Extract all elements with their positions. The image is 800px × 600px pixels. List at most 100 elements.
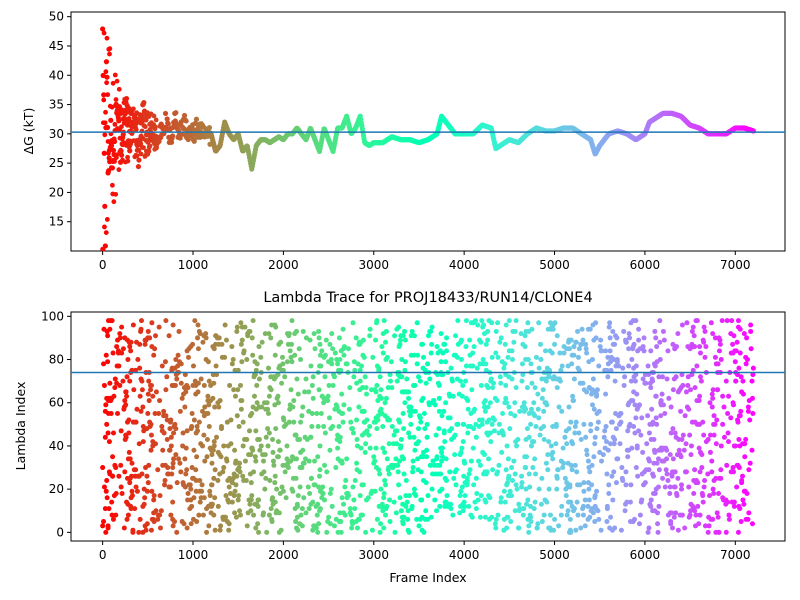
lambda-point: [298, 357, 304, 363]
lambda-point: [423, 380, 429, 386]
lambda-point: [417, 378, 423, 384]
lambda-y-axis-label: Lambda Index: [13, 382, 28, 471]
lambda-point: [223, 337, 229, 343]
lambda-point: [668, 521, 674, 527]
lambda-point: [641, 348, 647, 354]
lambda-point: [268, 335, 274, 341]
lambda-point: [439, 486, 445, 492]
lambda-point: [348, 512, 354, 518]
lambda-point: [508, 411, 514, 417]
lambda-point: [293, 456, 299, 462]
lambda-point: [545, 467, 551, 473]
y-tick-label: 25: [49, 156, 64, 170]
lambda-point: [151, 497, 157, 503]
lambda-point: [384, 354, 390, 360]
lambda-point: [109, 499, 115, 505]
lambda-point: [400, 521, 406, 527]
lambda-point: [249, 411, 255, 417]
lambda-point: [533, 424, 539, 429]
lambda-point: [723, 529, 729, 535]
lambda-point: [434, 508, 440, 514]
lambda-point: [689, 372, 695, 378]
lambda-point: [298, 512, 304, 518]
lambda-point: [444, 478, 450, 484]
lambda-point: [670, 426, 676, 432]
delta-g-point: [206, 125, 213, 131]
delta-g-point: [102, 120, 108, 126]
lambda-point: [580, 512, 586, 518]
delta-g-point: [141, 100, 147, 106]
lambda-point: [447, 469, 453, 475]
lambda-point: [496, 462, 502, 468]
lambda-point: [382, 478, 388, 484]
delta-g-point: [117, 159, 124, 165]
lambda-point: [655, 456, 661, 462]
lambda-point: [128, 348, 134, 354]
lambda-point: [652, 328, 658, 334]
lambda-point: [402, 337, 408, 343]
lambda-point: [482, 514, 488, 520]
lambda-point: [117, 335, 123, 341]
lambda-point: [347, 385, 353, 391]
lambda-point: [582, 497, 588, 503]
lambda-point: [543, 378, 549, 384]
lambda-point: [136, 441, 142, 447]
lambda-point: [199, 482, 205, 488]
lambda-point: [226, 521, 232, 527]
lambda-point: [223, 514, 229, 520]
delta-g-point: [134, 153, 140, 159]
lambda-point: [739, 480, 745, 486]
lambda-point: [514, 486, 520, 492]
lambda-point: [156, 324, 162, 330]
lambda-point: [660, 402, 666, 408]
lambda-point: [252, 372, 258, 378]
lambda-point: [195, 428, 201, 434]
lambda-point: [209, 482, 215, 488]
lambda-point: [350, 426, 356, 432]
lambda-point: [153, 441, 159, 447]
lambda-point: [201, 432, 207, 438]
lambda-point: [347, 506, 353, 512]
lambda-point: [265, 443, 271, 449]
lambda-point: [316, 328, 322, 334]
lambda-point: [575, 328, 581, 334]
lambda-point: [410, 458, 416, 464]
lambda-point: [594, 393, 600, 399]
lambda-point: [729, 318, 735, 324]
lambda-point: [565, 363, 571, 369]
lambda-point: [396, 482, 402, 488]
lambda-point: [503, 467, 509, 473]
lambda-point: [127, 456, 133, 462]
lambda-point: [310, 527, 316, 533]
x-tick-label: 6000: [630, 258, 661, 272]
lambda-point: [378, 521, 384, 527]
lambda-point: [656, 503, 662, 509]
lambda-point: [409, 328, 415, 334]
lambda-point: [232, 447, 238, 453]
lambda-point: [101, 382, 107, 388]
lambda-point: [318, 363, 324, 369]
delta-g-point: [126, 118, 132, 125]
lambda-point: [746, 467, 752, 473]
delta-g-point: [162, 110, 169, 117]
lambda-point: [156, 411, 162, 417]
lambda-point: [581, 488, 587, 494]
lambda-point: [209, 452, 215, 458]
lambda-point: [539, 519, 545, 525]
lambda-point: [321, 400, 327, 406]
lambda-point: [270, 449, 276, 455]
lambda-point: [145, 391, 151, 397]
lambda-point: [341, 352, 347, 358]
lambda-point: [265, 426, 271, 432]
lambda-point: [146, 462, 152, 468]
lambda-point: [278, 339, 284, 345]
lambda-point: [682, 413, 688, 419]
lambda-point: [543, 460, 549, 466]
lambda-point: [394, 428, 400, 434]
lambda-point: [230, 475, 236, 481]
lambda-point: [448, 501, 454, 507]
lambda-point: [350, 430, 356, 436]
lambda-point: [299, 523, 305, 529]
lambda-point: [667, 452, 673, 458]
lambda-point: [253, 428, 259, 434]
